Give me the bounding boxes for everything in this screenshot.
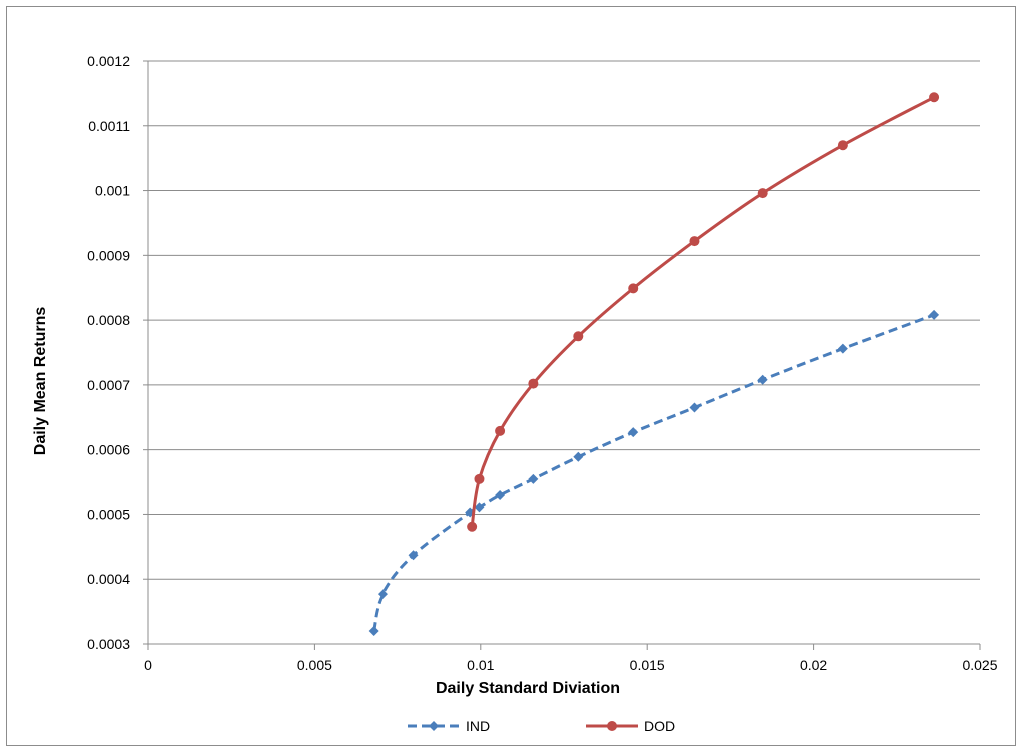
axes [143,60,981,650]
y-tick-label: 0.0012 [87,53,130,69]
data-point-dod [628,283,639,294]
legend-item-ind: IND [408,718,490,734]
series-line-dod [470,95,935,527]
x-tick-label: 0 [144,657,152,673]
data-point-dod [837,140,848,151]
x-tick-label: 0.015 [630,657,665,673]
data-point-ind [377,589,388,600]
chart-frame [6,6,1016,746]
x-tick-label: 0.005 [297,657,332,673]
y-tick-label: 0.0008 [87,312,130,328]
x-axis-title: Daily Standard Diviation [436,680,620,697]
tick-labels: 0.0003 0.0004 0.0005 0.0006 0.0007 0.0008 0.00… [87,53,998,673]
data-point-dod [689,236,700,247]
y-tick-label: 0.0011 [88,118,130,134]
data-point-ind [757,374,768,385]
legend-swatch-marker [607,721,617,731]
legend: IND DOD [408,718,675,734]
legend-label: IND [466,718,490,734]
data-point-dod [757,188,768,199]
y-tick-label: 0.0009 [87,247,130,263]
y-tick-label: 0.0003 [87,636,130,652]
data-point-dod [495,425,506,436]
data-point-ind [837,343,848,354]
y-tick-label: 0.001 [95,183,130,199]
data-point-ind [474,502,485,513]
data-point-dod [929,92,940,103]
data-point-dod [467,521,478,532]
data-point-ind [368,626,379,637]
y-tick-label: 0.0004 [87,571,130,587]
data-point-ind [495,490,506,501]
series-ind [368,309,940,637]
legend-item-dod: DOD [586,718,675,734]
data-point-ind [689,402,700,413]
data-point-ind [528,473,539,484]
data-point-ind [929,309,940,320]
series-line-ind [372,313,935,632]
legend-label: DOD [644,718,675,734]
data-point-ind [408,550,419,561]
y-tick-label: 0.0006 [87,442,130,458]
x-tick-label: 0.01 [467,657,494,673]
y-tick-label: 0.0005 [87,506,130,522]
y-axis-title: Daily Mean Returns [32,307,49,456]
data-point-ind [573,451,584,462]
gridlines [148,60,980,580]
data-point-dod [474,473,485,484]
data-point-dod [528,378,539,389]
x-tick-label: 0.025 [962,657,997,673]
y-tick-label: 0.0007 [87,377,130,393]
series-dod [467,92,940,532]
data-point-ind [628,427,639,438]
x-tick-label: 0.02 [800,657,827,673]
data-point-dod [573,331,584,342]
legend-swatch-marker [429,721,439,731]
series-layer [368,92,940,637]
